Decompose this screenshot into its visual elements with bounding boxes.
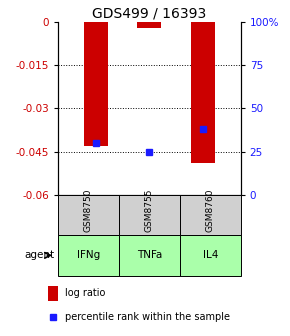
Bar <box>58 195 119 235</box>
Bar <box>119 195 180 235</box>
Bar <box>119 235 180 276</box>
Bar <box>180 195 241 235</box>
Text: TNFa: TNFa <box>137 250 162 260</box>
Text: agent: agent <box>24 250 55 260</box>
Title: GDS499 / 16393: GDS499 / 16393 <box>92 7 206 21</box>
Bar <box>180 235 241 276</box>
Text: log ratio: log ratio <box>65 288 105 298</box>
Bar <box>137 22 162 28</box>
Text: percentile rank within the sample: percentile rank within the sample <box>65 312 230 322</box>
Bar <box>84 22 108 146</box>
Text: GSM8755: GSM8755 <box>145 188 154 232</box>
Text: GSM8750: GSM8750 <box>84 188 93 232</box>
Text: IL4: IL4 <box>202 250 218 260</box>
Bar <box>58 235 119 276</box>
Bar <box>48 286 58 301</box>
Text: GSM8760: GSM8760 <box>206 188 215 232</box>
Text: IFNg: IFNg <box>77 250 100 260</box>
Bar <box>191 22 215 163</box>
